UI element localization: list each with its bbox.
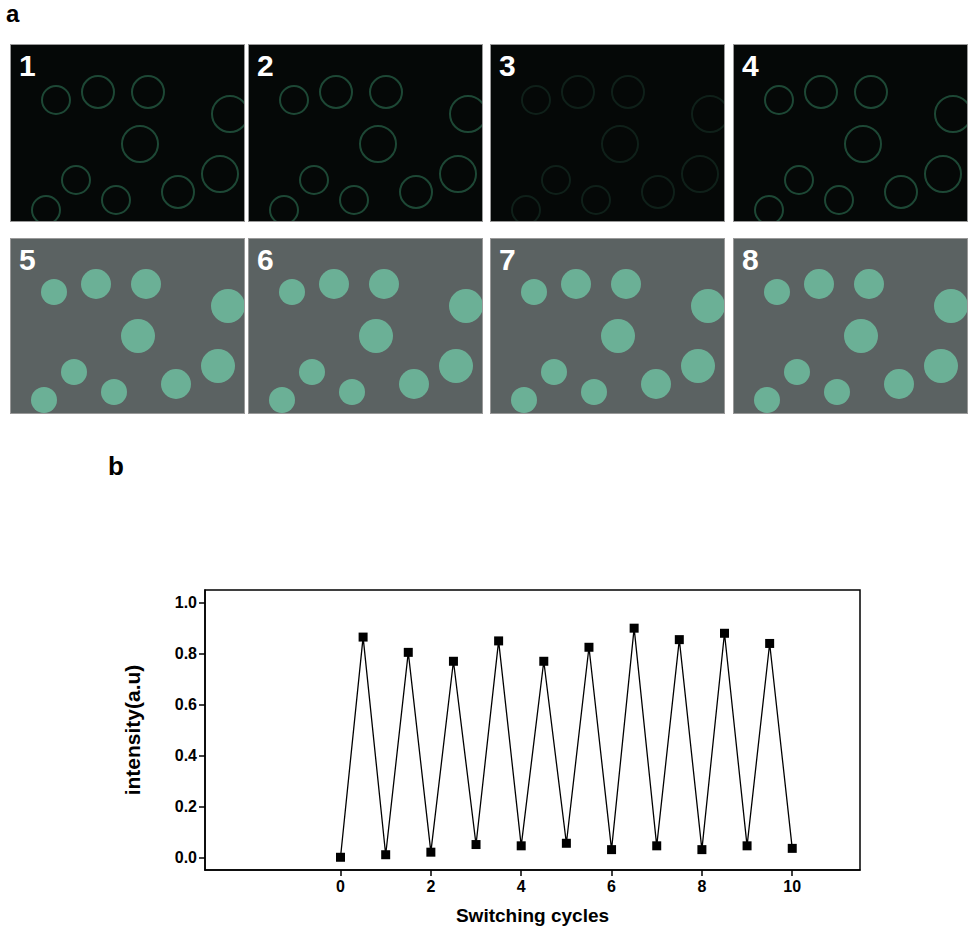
svg-text:4: 4: [517, 878, 526, 895]
html-text:a: a: [6, 0, 20, 27]
html-text:6: 6: [257, 243, 274, 276]
html-text:4: 4: [742, 49, 759, 82]
svg-text:Switching cycles: Switching cycles: [456, 905, 609, 926]
html-text:8: 8: [742, 243, 759, 276]
html-text:7: 7: [499, 243, 516, 276]
html-text:1: 1: [19, 49, 36, 82]
svg-text:2: 2: [426, 878, 435, 895]
svg-text:b: b: [108, 451, 124, 481]
svg-text:8: 8: [697, 878, 706, 895]
html-text:3: 3: [499, 49, 516, 82]
svg-text:10: 10: [783, 878, 801, 895]
svg-text:0.8: 0.8: [175, 645, 197, 662]
html-text:2: 2: [257, 49, 274, 82]
svg-text:6: 6: [607, 878, 616, 895]
html-text:5: 5: [19, 243, 36, 276]
svg-text:0.6: 0.6: [175, 696, 197, 713]
svg-text:0.2: 0.2: [175, 798, 197, 815]
svg-text:intensity(a.u): intensity(a.u): [121, 665, 144, 796]
svg-text:0.4: 0.4: [175, 747, 197, 764]
svg-text:0: 0: [336, 878, 345, 895]
svg-text:0.0: 0.0: [175, 849, 197, 866]
svg-text:1.0: 1.0: [175, 594, 197, 611]
